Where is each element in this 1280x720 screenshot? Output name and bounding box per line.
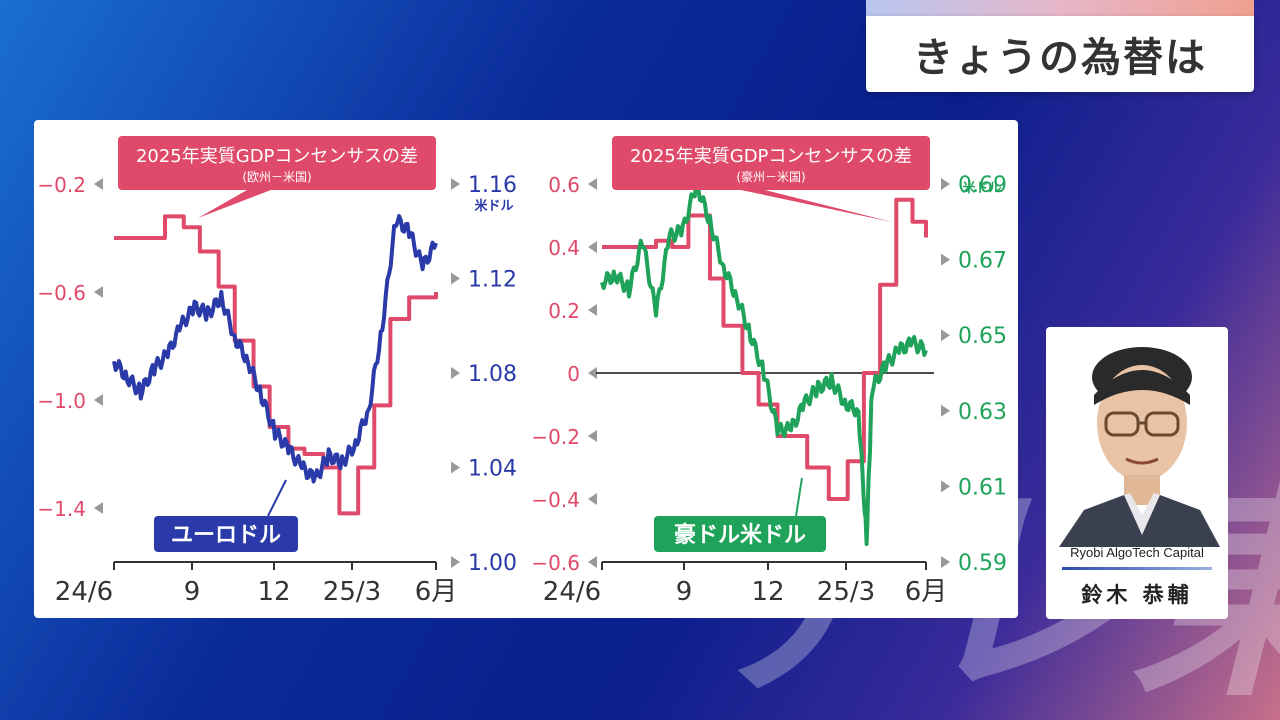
aud-label-pointer — [795, 477, 803, 517]
aud-right-tick-arrow — [941, 178, 950, 190]
eur-x-tick-label: 9 — [184, 577, 201, 607]
aud-callout-title: 2025年実質GDPコンセンサスの差 — [630, 146, 912, 167]
eur-right-tick-arrow — [451, 556, 460, 568]
presenter-name: 鈴木 恭輔 — [1081, 583, 1193, 607]
eur-right-tick-label: 1.00 — [468, 551, 517, 576]
aud-x-tick-label: 12 — [751, 577, 784, 607]
eur-left-tick-label: −1.4 — [37, 497, 86, 521]
eur-gdp-diff-line — [114, 214, 438, 516]
eur-x-tick-label: 24/6 — [55, 577, 113, 607]
aud-right-tick-arrow — [941, 556, 950, 568]
eur-left-tick-arrow — [94, 394, 103, 406]
eur-right-tick-arrow — [451, 272, 460, 285]
aud-left-tick-arrow — [588, 178, 597, 190]
eur-left-tick-arrow — [94, 502, 103, 514]
aud-series-label-box — [654, 516, 826, 552]
aud-left-tick-arrow — [588, 304, 597, 316]
aud-left-tick-label: 0 — [567, 362, 580, 386]
title-box: きょうの為替は — [866, 16, 1254, 92]
eur-fx-line — [112, 214, 438, 484]
eur-x-tick-label: 25/3 — [323, 577, 381, 607]
eur-right-tick-label: 1.08 — [468, 362, 517, 387]
eur-left-tick-arrow — [94, 178, 103, 190]
aud-callout-box — [612, 136, 930, 190]
aud-x-tick-label: 9 — [676, 577, 693, 607]
eur-series-label: ユーロドル — [171, 523, 281, 548]
aud-left-tick-arrow — [588, 241, 597, 253]
aud-right-tick-arrow — [941, 253, 950, 266]
aud-right-tick-arrow — [941, 404, 950, 417]
aud-left-tick-label: 0.6 — [548, 173, 580, 197]
aud-left-tick-label: 0.2 — [548, 299, 580, 323]
aud-x-tick-label: 25/3 — [817, 577, 875, 607]
eur-callout-pointer — [198, 190, 271, 218]
presenter-silhouette — [1059, 347, 1220, 547]
aud-callout-pointer — [741, 190, 892, 222]
aud-right-tick-label: 0.63 — [958, 400, 1007, 425]
eur-right-tick-arrow — [451, 178, 460, 190]
eur-right-tick-label: 1.16 — [468, 173, 517, 198]
aud-right-tick-label: 0.61 — [958, 475, 1007, 500]
eur-left-tick-arrow — [94, 286, 103, 298]
aud-right-tick-arrow — [941, 329, 950, 342]
aud-left-tick-arrow — [588, 430, 597, 442]
aud-x-tick-label: 24/6 — [543, 577, 601, 607]
page-title: きょうの為替は — [913, 35, 1207, 81]
company-underline — [1062, 567, 1212, 570]
eur-callout-subtitle: (欧州－米国) — [242, 170, 311, 184]
aud-left-tick-arrow — [588, 556, 597, 568]
eur-x-tick-label: 6月 — [415, 577, 458, 607]
aud-left-tick-arrow — [588, 367, 597, 379]
eur-callout-box — [118, 136, 436, 190]
aud-gdp-diff-line — [602, 197, 928, 501]
aud-right-tick-label: 0.59 — [958, 551, 1007, 576]
eur-right-unit-label: 米ドル — [474, 198, 513, 214]
aud-series-label: 豪ドル米ドル — [674, 522, 806, 548]
aud-right-unit-label: 米ドル — [962, 180, 1001, 196]
eur-left-tick-label: −0.2 — [37, 173, 86, 197]
title-accent-strip — [866, 0, 1254, 16]
aud-x-tick-label: 6月 — [905, 577, 948, 607]
eur-series-label-box — [154, 516, 298, 552]
aud-right-tick-label: 0.67 — [958, 249, 1007, 274]
aud-left-tick-label: −0.2 — [531, 425, 580, 449]
aud-right-tick-label: 0.69 — [958, 173, 1007, 198]
aud-left-tick-label: −0.4 — [531, 488, 580, 512]
aud-left-tick-label: −0.6 — [531, 551, 580, 575]
aud-right-tick-arrow — [941, 480, 950, 493]
eur-right-tick-label: 1.04 — [468, 457, 517, 482]
eur-left-tick-label: −0.6 — [37, 281, 86, 305]
presenter-card: Ryobi AlgoTech Capital 鈴木 恭輔 — [1046, 327, 1228, 619]
eur-callout-title: 2025年実質GDPコンセンサスの差 — [136, 146, 418, 167]
eur-left-tick-label: −1.0 — [37, 389, 86, 413]
aud-callout-subtitle: (豪州－米国) — [736, 169, 805, 184]
presenter-company: Ryobi AlgoTech Capital — [1070, 545, 1204, 560]
aud-right-tick-label: 0.65 — [958, 324, 1007, 349]
aud-left-tick-label: 0.4 — [548, 236, 580, 260]
eur-right-tick-arrow — [451, 367, 460, 379]
chart-panel: 24/6 9 12 25/3 6月 −0.2 −0.6 −1.0 −1.4 1.16 1.12 1.0… — [34, 120, 1018, 618]
presenter-photo — [1054, 335, 1220, 547]
aud-left-tick-arrow — [588, 493, 597, 505]
eur-label-pointer — [267, 479, 287, 517]
eur-right-tick-label: 1.12 — [468, 268, 517, 293]
chart-svg: 24/6 9 12 25/3 6月 −0.2 −0.6 −1.0 −1.4 1.16 1.12 1.0… — [37, 136, 1007, 607]
eur-right-tick-arrow — [451, 461, 460, 474]
aud-fx-line — [600, 175, 928, 546]
eur-x-tick-label: 12 — [257, 577, 290, 607]
